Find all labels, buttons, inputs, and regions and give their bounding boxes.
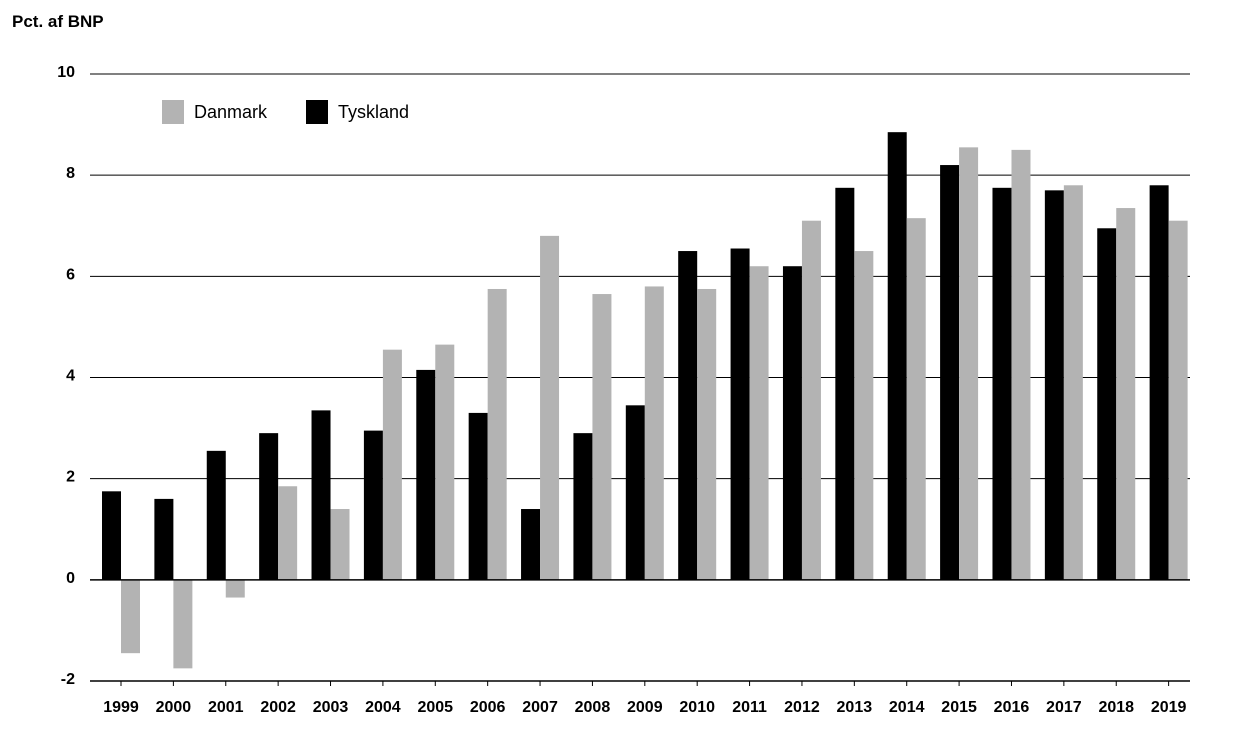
bar-tyskland-2010 <box>678 251 698 580</box>
bars <box>102 132 1188 669</box>
bar-tyskland-1999 <box>102 491 121 580</box>
y-tick-labels: -2 0 2 4 6 8 10 <box>57 64 75 688</box>
legend-swatch-tyskland <box>306 100 328 124</box>
x-tick-label: 2012 <box>784 699 820 716</box>
bar-tyskland-2018 <box>1097 228 1117 580</box>
y-tick-label: 2 <box>66 469 75 486</box>
bar-danmark-2019 <box>1168 220 1188 580</box>
y-tick-label: 4 <box>66 368 75 385</box>
y-tick-label: 0 <box>66 570 75 587</box>
x-tick-label: 2000 <box>156 699 192 716</box>
bar-danmark-2018 <box>1116 208 1136 580</box>
bar-danmark-2009 <box>644 286 664 580</box>
bar-danmark-2015 <box>959 147 979 580</box>
y-tick-label: 8 <box>66 165 75 182</box>
x-tick-label: 2014 <box>889 699 925 716</box>
bar-tyskland-2005 <box>416 369 436 580</box>
bar-danmark-2008 <box>592 294 612 580</box>
bar-tyskland-2004 <box>363 430 383 580</box>
x-tick-label: 2009 <box>627 699 663 716</box>
x-tick-label: 2003 <box>313 699 349 716</box>
bar-tyskland-2000 <box>154 498 174 580</box>
x-tick-label: 2006 <box>470 699 506 716</box>
y-axis-label: Pct. af BNP <box>12 12 104 31</box>
bar-tyskland-2001 <box>206 450 226 580</box>
x-tick-label: 2001 <box>208 699 244 716</box>
x-tick-label: 2019 <box>1151 699 1187 716</box>
x-tick-label: 2005 <box>417 699 453 716</box>
y-tick-label: 10 <box>57 64 75 81</box>
bar-tyskland-2016 <box>992 187 1012 580</box>
bar-danmark-2011 <box>749 266 769 580</box>
x-tick-label: 2008 <box>575 699 611 716</box>
bar-tyskland-2002 <box>259 433 279 580</box>
x-tick-label: 2002 <box>260 699 296 716</box>
x-tick-label: 1999 <box>103 699 139 716</box>
x-tick-label: 2017 <box>1046 699 1082 716</box>
bar-tyskland-2015 <box>940 165 960 580</box>
zero-line-layer <box>90 579 1190 682</box>
bar-tyskland-2014 <box>887 132 907 580</box>
legend: Danmark Tyskland <box>162 100 409 124</box>
bar-danmark-2013 <box>854 251 874 580</box>
bar-tyskland-2003 <box>311 410 331 580</box>
bar-tyskland-2017 <box>1044 190 1064 580</box>
y-tick-label: 6 <box>66 266 75 283</box>
bar-tyskland-2007 <box>521 509 541 580</box>
legend-label-tyskland: Tyskland <box>338 102 409 122</box>
bar-tyskland-2012 <box>782 266 802 580</box>
bar-tyskland-2006 <box>468 412 488 580</box>
x-tick-label: 2018 <box>1098 699 1134 716</box>
x-tick-label: 2015 <box>941 699 977 716</box>
bar-danmark-2002 <box>278 486 298 580</box>
bar-danmark-2000 <box>173 579 193 669</box>
bar-danmark-2003 <box>330 509 350 580</box>
x-tick-label: 2013 <box>837 699 873 716</box>
y-tick-label: -2 <box>61 671 75 688</box>
bar-danmark-2010 <box>697 288 717 580</box>
bar-danmark-2004 <box>382 349 402 580</box>
bar-danmark-2012 <box>801 220 821 580</box>
bar-tyskland-2011 <box>730 248 750 580</box>
x-tick-label: 2011 <box>732 699 767 716</box>
bar-tyskland-2019 <box>1149 185 1169 580</box>
bar-danmark-1999 <box>121 579 140 654</box>
legend-label-danmark: Danmark <box>194 102 268 122</box>
bar-danmark-2016 <box>1011 149 1031 580</box>
bar-danmark-2006 <box>487 288 507 580</box>
legend-swatch-danmark <box>162 100 184 124</box>
bar-danmark-2017 <box>1063 185 1083 580</box>
bar-tyskland-2008 <box>573 433 593 580</box>
x-tick-labels: 1999 2000 2001 2002 2003 2004 2005 2006 2007 2008… <box>103 681 1187 716</box>
bar-tyskland-2013 <box>835 187 855 580</box>
bar-danmark-2007 <box>540 235 560 580</box>
bar-danmark-2001 <box>225 579 245 598</box>
bar-tyskland-2009 <box>625 405 645 580</box>
x-tick-label: 2004 <box>365 699 401 716</box>
x-tick-label: 2010 <box>679 699 715 716</box>
bar-danmark-2005 <box>435 344 455 580</box>
bar-danmark-2014 <box>906 218 926 580</box>
x-tick-label: 2007 <box>522 699 558 716</box>
x-tick-label: 2016 <box>994 699 1030 716</box>
